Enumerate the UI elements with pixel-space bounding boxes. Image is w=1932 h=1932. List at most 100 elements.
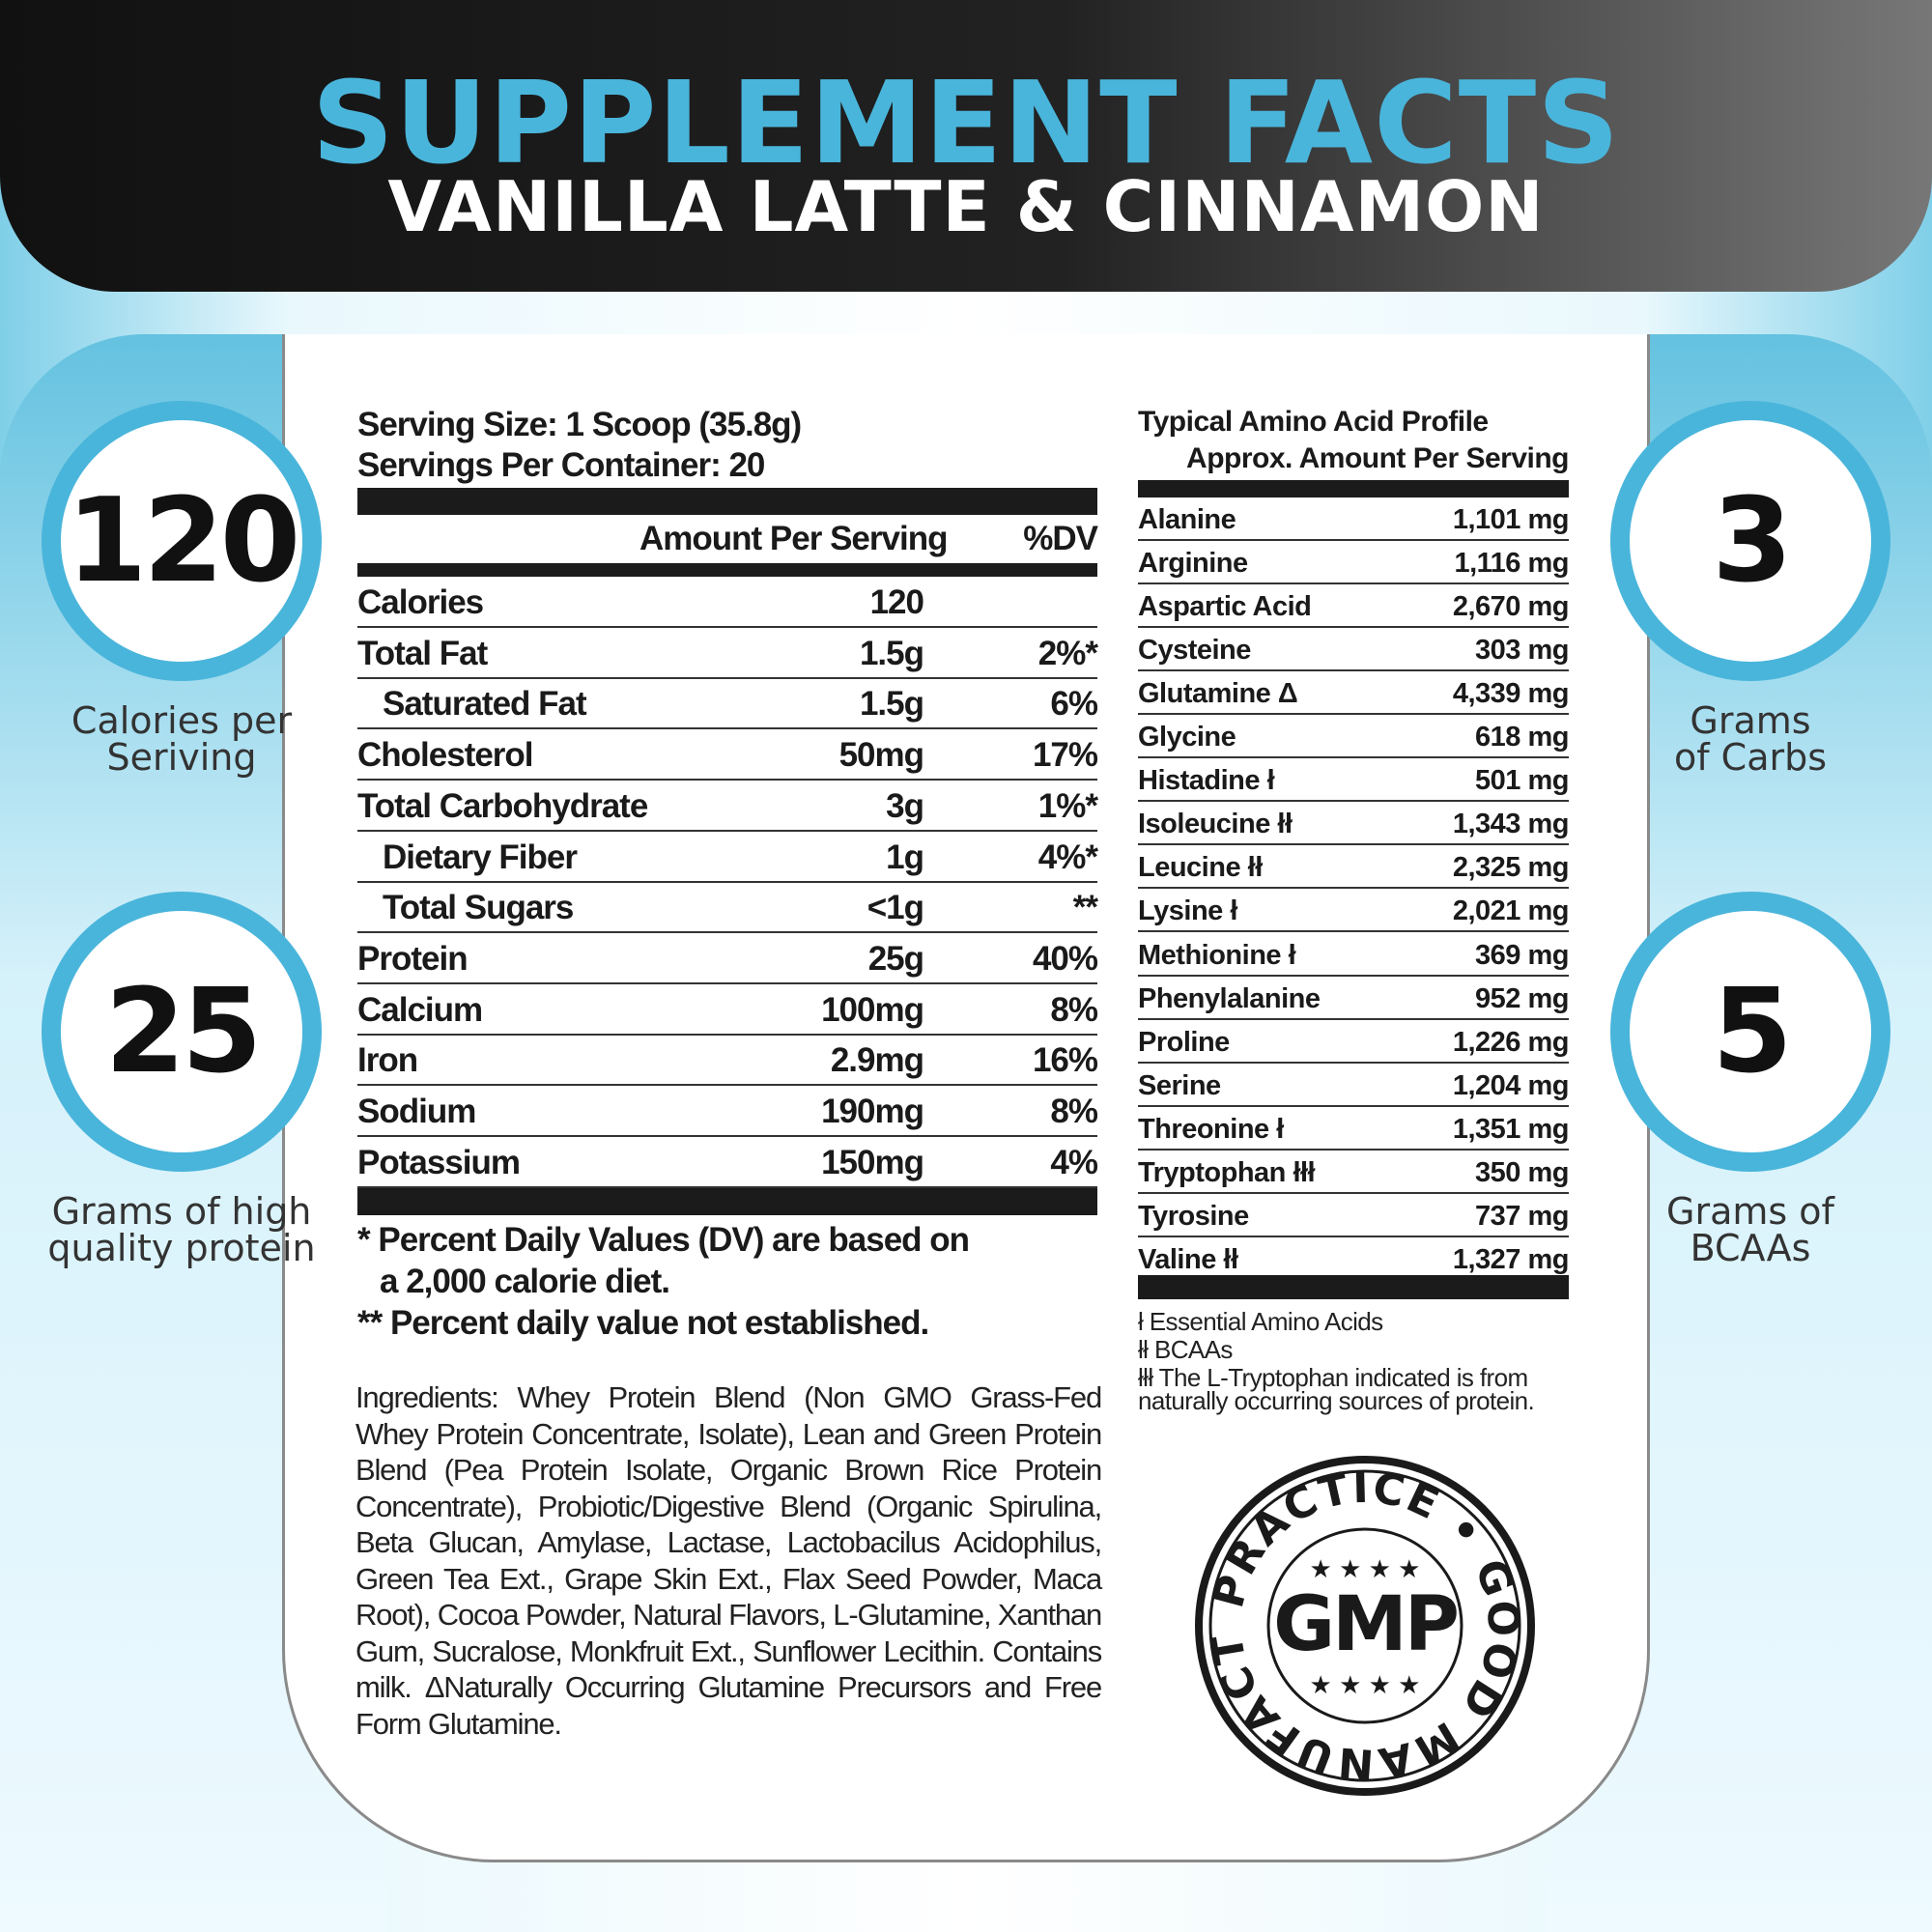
nutrient-dv: 6% (1050, 685, 1098, 724)
nutrient-amount: 100mg (821, 990, 924, 1029)
amino-amount: 1,343 mg (1452, 809, 1570, 840)
svg-text:★ ★ ★ ★: ★ ★ ★ ★ (1310, 1554, 1421, 1583)
nutrient-name: Protein (357, 939, 469, 978)
footnote-dv: * Percent Daily Values (DV) are based on (357, 1221, 970, 1259)
amino-name: Arginine (1138, 548, 1248, 580)
nutrient-dv: 8% (1050, 1093, 1098, 1130)
nutrient-amount: 50mg (838, 736, 924, 775)
amino-name: Serine (1138, 1069, 1221, 1101)
nutrient-name: Calories (357, 583, 484, 621)
nutrient-amount: 1.5g (859, 685, 924, 724)
amino-name: Tyrosine (1138, 1200, 1249, 1232)
amino-row: Leucine łł 2,325 mg (1138, 845, 1570, 890)
nutrient-row: Sodium 190mg 8% (357, 1086, 1098, 1137)
amino-amount: 1,116 mg (1454, 548, 1569, 580)
amino-footnote: łłł The L-Tryptophan indicated is from (1138, 1363, 1528, 1392)
amino-amount: 2,670 mg (1452, 591, 1570, 623)
amino-name: Alanine (1138, 504, 1236, 535)
amino-amount: 618 mg (1475, 722, 1569, 753)
nutrient-row: Total Fat 1.5g 2%* (357, 628, 1098, 679)
amino-amount: 501 mg (1475, 765, 1569, 797)
amino-name: Threonine ł (1138, 1113, 1284, 1145)
amino-footnote: ł Essential Amino Acids (1138, 1307, 1383, 1336)
amino-amount: 737 mg (1475, 1200, 1569, 1232)
amino-amount: 1,327 mg (1452, 1243, 1570, 1275)
amino-row: Threonine ł 1,351 mg (1138, 1107, 1570, 1151)
nutrient-name: Total Sugars (383, 889, 574, 927)
nutrient-name: Total Carbohydrate (357, 786, 648, 825)
amino-name: Methionine ł (1138, 939, 1296, 971)
amino-row: Glutamine Δ 4,339 mg (1138, 671, 1570, 716)
amino-amount: 1,101 mg (1452, 504, 1570, 535)
amino-name: Glutamine Δ (1138, 678, 1298, 710)
nutrient-row: Saturated Fat 1.5g 6% (357, 678, 1098, 730)
divider-bar (357, 488, 1097, 515)
amino-row: Lysine ł 2,021 mg (1138, 889, 1570, 933)
amino-amount: 2,325 mg (1452, 852, 1570, 884)
amino-row: Histadine ł 501 mg (1138, 758, 1569, 803)
page-title: SUPPLEMENT FACTS (311, 56, 1621, 189)
amino-row: Proline 1,226 mg (1138, 1020, 1570, 1064)
amino-name: Isoleucine łł (1138, 809, 1293, 840)
amino-row: Alanine 1,101 mg (1138, 497, 1570, 541)
amino-row: Methionine ł 369 mg (1138, 933, 1569, 977)
nutrient-row: Potassium 150mg 4% (357, 1137, 1098, 1188)
nutrient-row: Calcium 100mg 8% (357, 984, 1098, 1036)
protein-badge-label: Grams of high quality protein (47, 1190, 316, 1269)
divider-bar (1138, 480, 1569, 497)
amino-name: Glycine (1138, 722, 1236, 753)
svg-text:★ ★ ★ ★: ★ ★ ★ ★ (1310, 1670, 1421, 1699)
footnote-not-established: ** Percent daily value not established. (357, 1304, 929, 1342)
amino-name: Cysteine (1138, 635, 1251, 667)
amino-row: Aspartic Acid 2,670 mg (1138, 584, 1570, 629)
amino-amount: 1,351 mg (1452, 1113, 1570, 1145)
nutrient-name: Iron (357, 1041, 418, 1080)
protein-badge: 25 (42, 892, 322, 1172)
nutrient-amount: 190mg (821, 1093, 924, 1130)
amino-name: Histadine ł (1138, 765, 1275, 797)
amino-name: Tryptophan łłł (1138, 1156, 1316, 1188)
nutrient-amount: 150mg (821, 1143, 924, 1181)
nutrient-row: Total Carbohydrate 3g 1%* (357, 781, 1098, 832)
calories-badge-label: Calories per Seriving (71, 699, 293, 779)
amino-row: Isoleucine łł 1,343 mg (1138, 802, 1570, 846)
nutrient-amount: 25g (867, 939, 924, 978)
amino-footnote: naturally occurring sources of protein. (1138, 1386, 1535, 1415)
amino-amount: 2,021 mg (1452, 895, 1570, 927)
bcaa-badge-label: Grams of BCAAs (1666, 1190, 1834, 1269)
nutrient-amount: 120 (869, 583, 924, 621)
nutrient-amount: <1g (867, 889, 924, 927)
flavor-subtitle: VANILLA LATTE & CINNAMON (387, 166, 1545, 247)
amino-row: Cysteine 303 mg (1138, 628, 1569, 672)
bcaa-badge: 5 (1610, 892, 1890, 1172)
nutrient-row: Iron 2.9mg 16% (357, 1035, 1098, 1087)
dv-column-header: %DV (1023, 520, 1098, 557)
amino-row: Serine 1,204 mg (1138, 1064, 1570, 1107)
nutrient-name: Saturated Fat (383, 685, 587, 724)
nutrient-name: Total Fat (357, 634, 488, 672)
nutrient-row: Calories 120 (357, 577, 1097, 628)
amino-subtitle: Approx. Amount Per Serving (1186, 442, 1569, 474)
nutrient-dv: 16% (1032, 1041, 1098, 1080)
svg-text:GMP: GMP (1273, 1581, 1457, 1668)
nutrient-name: Cholesterol (357, 736, 534, 775)
nutrient-amount: 3g (886, 786, 924, 825)
amino-title: Typical Amino Acid Profile (1138, 406, 1489, 438)
nutrient-row: Cholesterol 50mg 17% (357, 729, 1098, 781)
nutrient-row: Protein 25g 40% (357, 933, 1098, 984)
amino-footnote: łł BCAAs (1138, 1335, 1233, 1364)
divider-bar (1138, 1275, 1569, 1299)
amino-amount: 4,339 mg (1452, 678, 1570, 710)
divider-bar (357, 563, 1097, 577)
nutrient-dv: 1%* (1037, 786, 1098, 825)
nutrient-dv: 4%* (1037, 838, 1098, 876)
nutrient-dv: ** (1072, 889, 1098, 927)
amino-row: Phenylalanine 952 mg (1138, 977, 1569, 1020)
amino-name: Proline (1138, 1026, 1230, 1058)
amino-row: Tryptophan łłł 350 mg (1138, 1151, 1569, 1194)
amino-name: Leucine łł (1138, 852, 1263, 884)
nutrient-amount: 1g (886, 838, 924, 876)
nutrient-dv: 8% (1050, 990, 1098, 1029)
nutrient-name: Sodium (357, 1093, 476, 1130)
amino-row: Arginine 1,116 mg (1138, 541, 1569, 585)
